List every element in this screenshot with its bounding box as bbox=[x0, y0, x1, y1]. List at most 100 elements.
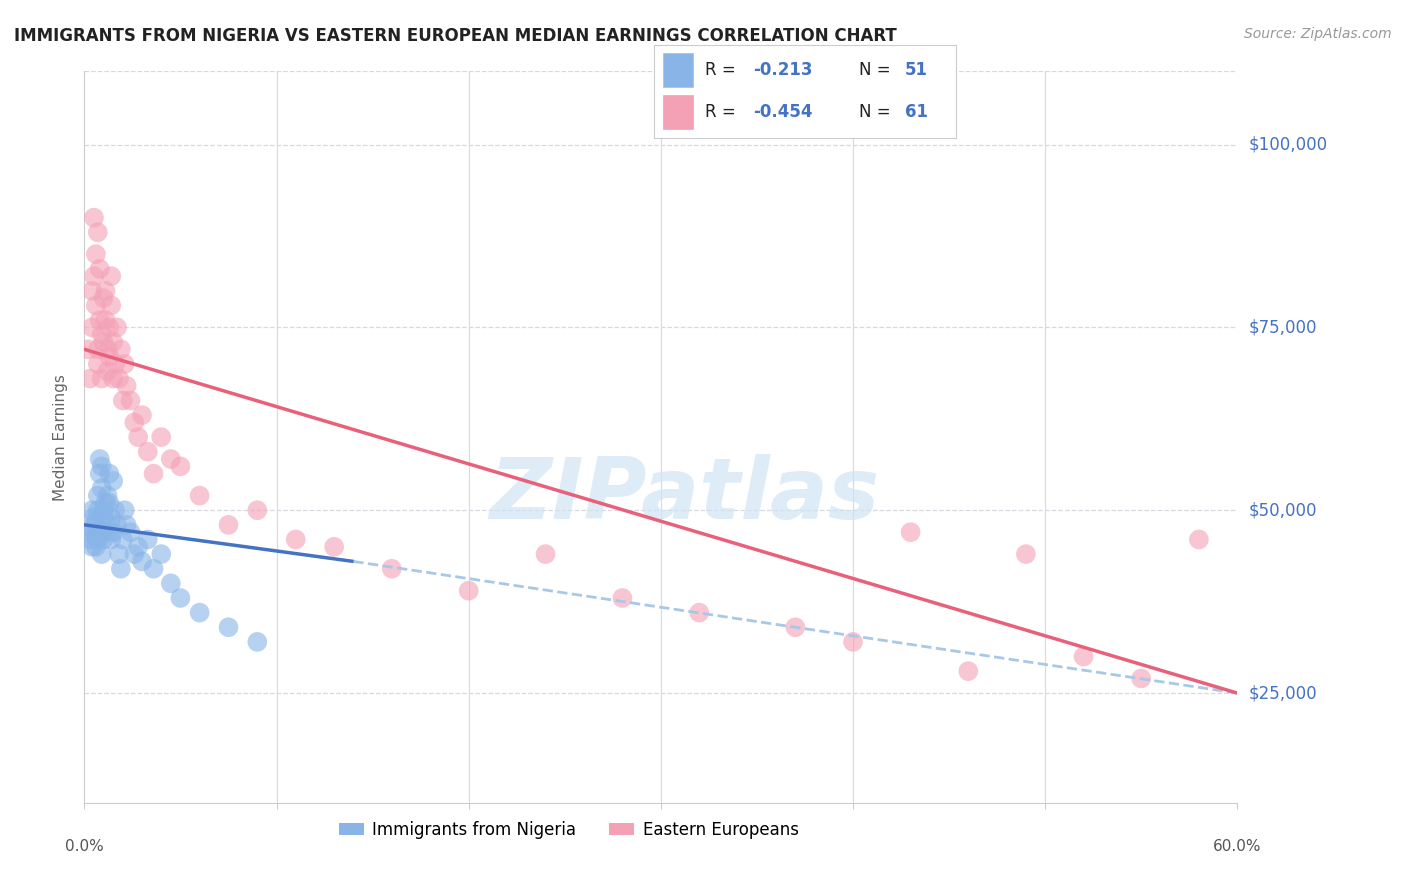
Point bbox=[98, 467, 121, 481]
Point bbox=[188, 489, 211, 503]
Point bbox=[142, 467, 165, 481]
Point bbox=[84, 298, 107, 312]
Point bbox=[93, 291, 115, 305]
Point bbox=[105, 320, 128, 334]
Point bbox=[87, 503, 110, 517]
Point bbox=[93, 533, 115, 547]
Point bbox=[100, 298, 122, 312]
Point bbox=[160, 452, 183, 467]
Point bbox=[96, 489, 118, 503]
FancyBboxPatch shape bbox=[662, 53, 693, 87]
Point bbox=[105, 517, 128, 532]
Point bbox=[84, 540, 107, 554]
Text: $100,000: $100,000 bbox=[1249, 136, 1327, 153]
Point bbox=[115, 379, 138, 393]
Point bbox=[79, 533, 101, 547]
Text: -0.454: -0.454 bbox=[754, 103, 813, 121]
Point bbox=[842, 635, 865, 649]
Text: $75,000: $75,000 bbox=[1249, 318, 1317, 336]
Point bbox=[1130, 672, 1153, 686]
Point bbox=[96, 364, 118, 378]
Point bbox=[100, 510, 122, 524]
Point bbox=[100, 533, 122, 547]
Point bbox=[94, 284, 117, 298]
Point bbox=[103, 334, 124, 349]
Point bbox=[96, 343, 118, 357]
Point bbox=[83, 269, 105, 284]
Point bbox=[90, 547, 112, 561]
Text: 51: 51 bbox=[904, 61, 928, 78]
Point bbox=[103, 525, 124, 540]
Point bbox=[150, 547, 173, 561]
Point bbox=[98, 320, 121, 334]
Point bbox=[90, 481, 112, 495]
Point bbox=[120, 393, 142, 408]
Point bbox=[136, 533, 159, 547]
Text: R =: R = bbox=[706, 103, 741, 121]
Point bbox=[124, 416, 146, 430]
Point bbox=[131, 408, 153, 422]
Point bbox=[104, 357, 127, 371]
Point bbox=[93, 510, 115, 524]
Point bbox=[77, 525, 100, 540]
Point bbox=[94, 496, 117, 510]
Point bbox=[94, 525, 117, 540]
Point bbox=[218, 517, 240, 532]
Point bbox=[83, 510, 105, 524]
Point bbox=[150, 430, 173, 444]
Point bbox=[900, 525, 922, 540]
Point bbox=[100, 269, 122, 284]
Point bbox=[90, 327, 112, 342]
Text: $50,000: $50,000 bbox=[1249, 501, 1317, 519]
Point bbox=[323, 540, 346, 554]
Point bbox=[87, 357, 110, 371]
Point bbox=[98, 496, 121, 510]
Point bbox=[84, 529, 107, 543]
Point bbox=[1073, 649, 1095, 664]
Point bbox=[96, 517, 118, 532]
Point bbox=[87, 533, 110, 547]
Point bbox=[89, 452, 111, 467]
Point bbox=[93, 334, 115, 349]
Point bbox=[83, 211, 105, 225]
Point bbox=[90, 459, 112, 474]
Point bbox=[284, 533, 307, 547]
Point bbox=[127, 430, 149, 444]
Point bbox=[381, 562, 404, 576]
Point bbox=[80, 284, 103, 298]
Point bbox=[110, 562, 132, 576]
Point bbox=[188, 606, 211, 620]
Point bbox=[80, 503, 103, 517]
Point bbox=[79, 371, 101, 385]
Text: N =: N = bbox=[859, 61, 896, 78]
Text: Source: ZipAtlas.com: Source: ZipAtlas.com bbox=[1244, 27, 1392, 41]
Legend: Immigrants from Nigeria, Eastern Europeans: Immigrants from Nigeria, Eastern Europea… bbox=[332, 814, 806, 846]
Point bbox=[218, 620, 240, 634]
Point bbox=[169, 459, 191, 474]
Point bbox=[688, 606, 710, 620]
Point bbox=[1015, 547, 1038, 561]
Point bbox=[108, 547, 131, 561]
Point bbox=[98, 350, 121, 364]
Point bbox=[957, 664, 980, 678]
Text: N =: N = bbox=[859, 103, 896, 121]
Point bbox=[83, 525, 105, 540]
Point bbox=[1188, 533, 1211, 547]
Text: 60.0%: 60.0% bbox=[1213, 839, 1261, 855]
Point bbox=[612, 591, 634, 605]
Text: $25,000: $25,000 bbox=[1249, 684, 1317, 702]
Point bbox=[534, 547, 557, 561]
Point bbox=[110, 343, 132, 357]
Point bbox=[90, 371, 112, 385]
Point bbox=[93, 503, 115, 517]
Point bbox=[103, 474, 124, 488]
Text: -0.213: -0.213 bbox=[754, 61, 813, 78]
Point bbox=[89, 467, 111, 481]
Point bbox=[89, 525, 111, 540]
Text: IMMIGRANTS FROM NIGERIA VS EASTERN EUROPEAN MEDIAN EARNINGS CORRELATION CHART: IMMIGRANTS FROM NIGERIA VS EASTERN EUROP… bbox=[14, 27, 897, 45]
Point bbox=[169, 591, 191, 605]
Point bbox=[457, 583, 479, 598]
Point bbox=[111, 393, 134, 408]
Point bbox=[136, 444, 159, 458]
Point bbox=[246, 503, 269, 517]
